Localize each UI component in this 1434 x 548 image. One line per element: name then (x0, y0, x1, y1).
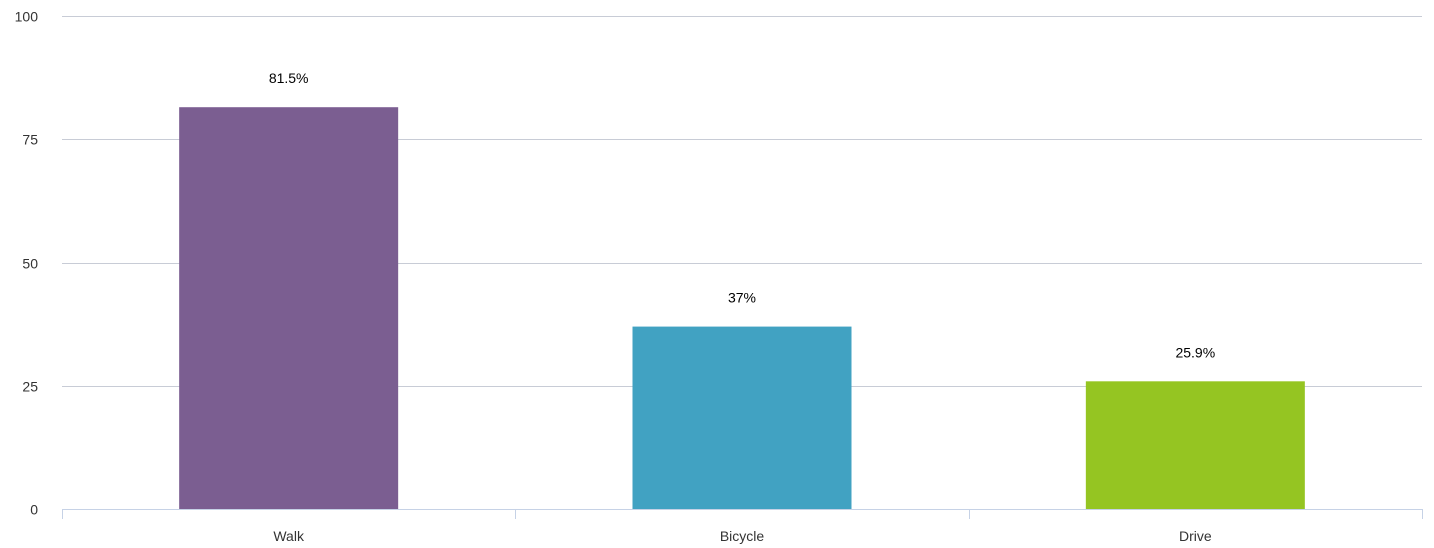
x-axis: Walk Bicycle Drive (62, 509, 1423, 544)
y-axis-ticks: 0 25 50 75 100 (15, 9, 39, 518)
y-tick-label: 25 (22, 379, 38, 395)
y-tick-label: 50 (22, 256, 38, 272)
y-tick-label: 100 (15, 9, 39, 25)
data-label: 37% (728, 290, 756, 306)
x-category-label: Drive (1179, 528, 1212, 544)
data-label: 25.9% (1175, 344, 1215, 360)
x-category-label: Bicycle (720, 528, 765, 544)
x-category-label: Walk (273, 528, 305, 544)
data-label: 81.5% (269, 70, 309, 86)
bars (179, 107, 1305, 509)
y-tick-label: 0 (30, 502, 38, 518)
bar-drive (1085, 381, 1305, 509)
data-labels: 81.5% 37% 25.9% (269, 70, 1215, 360)
bar-bicycle (632, 326, 852, 509)
y-tick-label: 75 (22, 132, 38, 148)
bar-walk (179, 107, 399, 509)
